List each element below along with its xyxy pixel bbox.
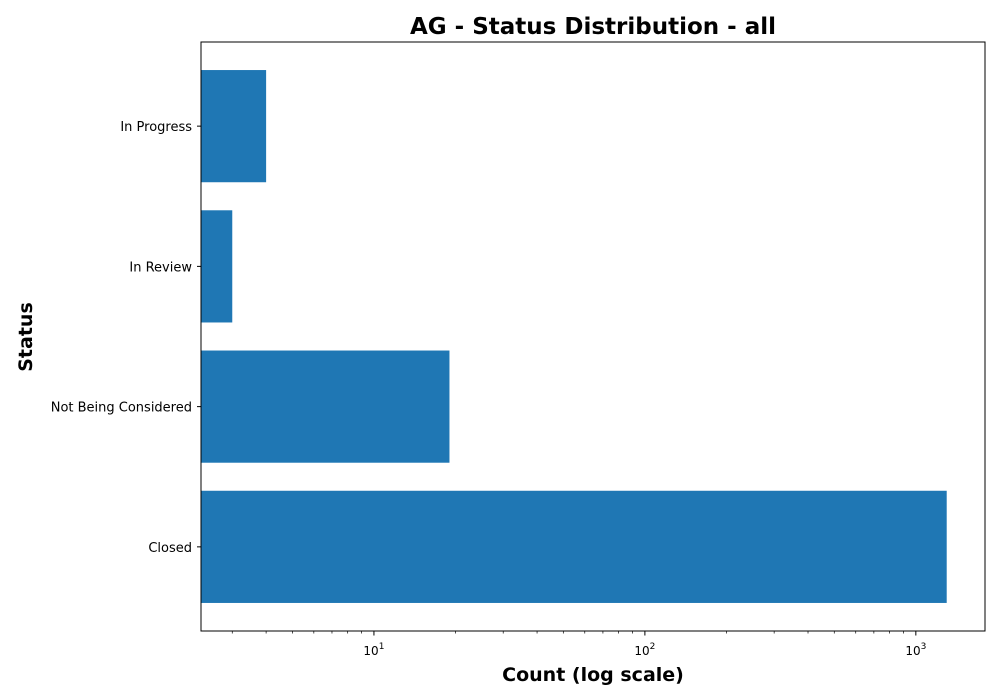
bar-in-review (201, 210, 233, 323)
bar-not-being-considered (201, 350, 450, 463)
bar-closed (201, 490, 947, 603)
y-axis-label: Status (15, 302, 37, 372)
y-tick-label-in-review: In Review (129, 260, 192, 275)
y-tick-label-in-progress: In Progress (120, 120, 192, 135)
x-tick-label: 103 (905, 642, 926, 658)
x-tick-label: 101 (363, 642, 384, 658)
x-tick-label: 102 (634, 642, 655, 658)
plot-frame (200, 41, 986, 632)
x-axis-label: Count (log scale) (502, 664, 684, 686)
y-tick-label-closed: Closed (148, 541, 192, 556)
y-tick-label-not-being-considered: Not Being Considered (51, 401, 192, 416)
bar-in-progress (201, 70, 267, 183)
chart-title: AG - Status Distribution - all (410, 14, 776, 40)
